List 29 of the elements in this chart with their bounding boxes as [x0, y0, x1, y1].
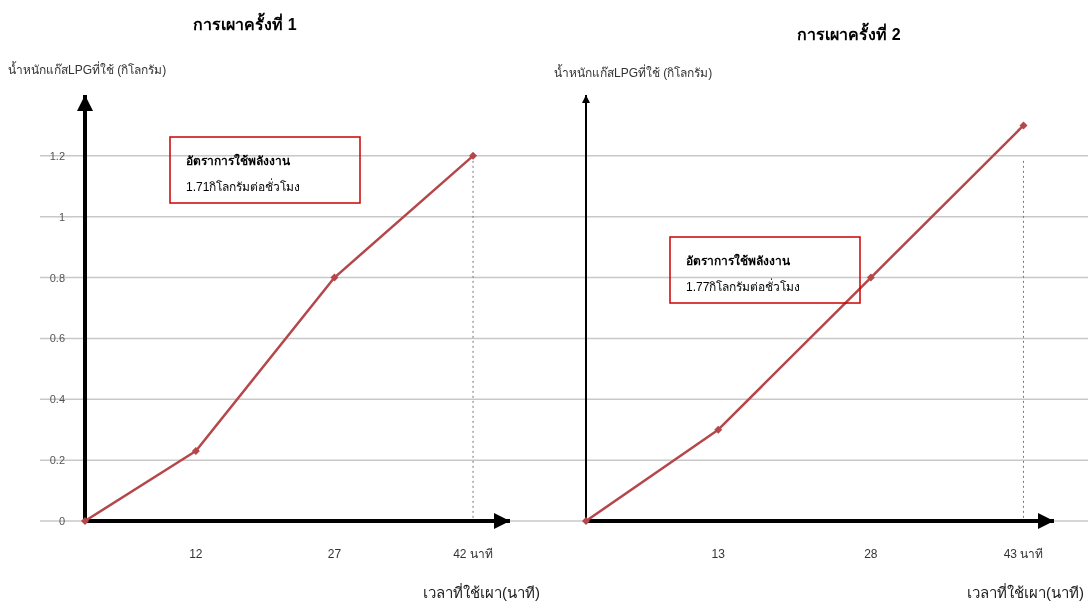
chart-title: การเผาครั้งที่ 1	[193, 12, 297, 33]
annotation: อัตราการใช้พลังงาน 1.71กิโลกรัมต่อชั่วโมง	[186, 153, 301, 194]
point	[81, 517, 89, 525]
chart-title: การเผาครั้งที่ 2	[797, 22, 901, 43]
point	[469, 151, 478, 160]
y-axis-title: น้ำหนักแก๊สLPGที่ใช้ (กิโลกรัม)	[554, 64, 713, 80]
y-tick-label: 0.2	[49, 454, 65, 467]
x-tick-label: 13	[711, 547, 726, 561]
x-tick-label: 12	[189, 547, 203, 561]
point	[191, 447, 200, 456]
point	[714, 425, 723, 434]
x-tick-label: 27	[327, 547, 342, 561]
point	[866, 273, 875, 282]
x-axis-title: เวลาที่ใช้เผา(นาที)	[423, 582, 540, 601]
y-tick-label: 0.6	[49, 332, 65, 345]
y-axis-title: น้ำหนักแก๊สLPGที่ใช้ (กิโลกรัม)	[8, 61, 167, 77]
point	[582, 517, 590, 525]
y-tick-label: 0.4	[49, 393, 65, 406]
point	[1019, 121, 1028, 130]
y-tick-label: 0	[58, 515, 65, 527]
x-axis-title: เวลาที่ใช้เผา(นาที)	[967, 582, 1084, 601]
x-tick-label: 42 นาที	[453, 547, 493, 561]
x-tick-label: 28	[864, 547, 878, 561]
y-tick-label: 1.2	[49, 149, 65, 162]
y-tick-label: 0.8	[49, 271, 65, 284]
point	[330, 273, 339, 282]
y-tick-label: 1	[58, 210, 65, 223]
x-tick-label: 43 นาที	[1003, 547, 1044, 561]
annotation: อัตราการใช้พลังงาน 1.77กิโลกรัมต่อชั่วโมง	[686, 253, 801, 294]
